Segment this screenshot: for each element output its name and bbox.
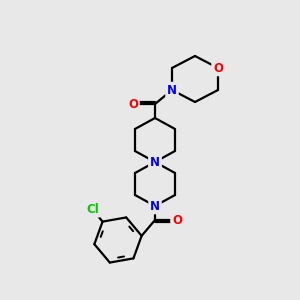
Text: O: O (213, 61, 223, 74)
Text: N: N (150, 155, 160, 169)
Text: N: N (150, 155, 160, 169)
Text: O: O (172, 214, 182, 226)
Text: O: O (128, 98, 138, 110)
Text: N: N (150, 200, 160, 212)
Text: N: N (167, 83, 177, 97)
Text: Cl: Cl (86, 203, 99, 216)
